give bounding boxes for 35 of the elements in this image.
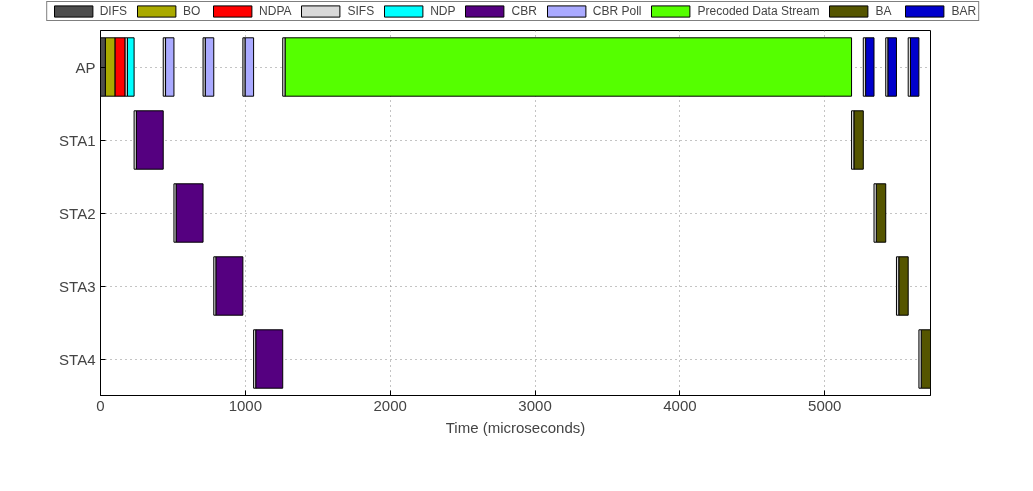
bar [255,329,284,389]
bar [910,37,920,97]
legend-label: CBR Poll [592,4,642,18]
x-tick-label: 0 [96,396,105,414]
x-tick-label: 5000 [808,396,842,414]
x-tick-label: 2000 [373,396,407,414]
x-tick-label: 1000 [228,396,263,414]
bar [284,37,853,97]
bar [126,37,135,97]
bar [865,37,875,97]
bar [204,37,215,97]
legend-label: Precoded Data Stream [697,4,820,18]
x-tick-label: 3000 [518,396,552,414]
legend-label: BO [183,4,202,18]
bar [165,37,175,97]
bar [215,256,244,316]
bar [244,37,255,97]
bar [135,110,164,170]
y-tick-label: STA2 [59,204,96,222]
bar [898,256,909,316]
legend-label: NDPA [259,4,292,18]
legend-label: SIFS [347,4,375,18]
bar [175,183,204,243]
legend-label: BA [875,4,893,18]
bar [887,37,897,97]
legend-label: CBR [511,4,537,18]
y-tick-label: STA4 [59,350,96,368]
y-tick-label: AP [75,58,96,76]
legend-label: DIFS [99,4,128,18]
legend-label: NDP [430,4,456,18]
x-axis-title: Time (microseconds) [445,418,586,436]
y-tick-label: STA1 [59,131,96,149]
legend-label: BAR [951,4,977,18]
y-tick-label: STA3 [59,277,96,295]
x-tick-label: 4000 [663,396,697,414]
